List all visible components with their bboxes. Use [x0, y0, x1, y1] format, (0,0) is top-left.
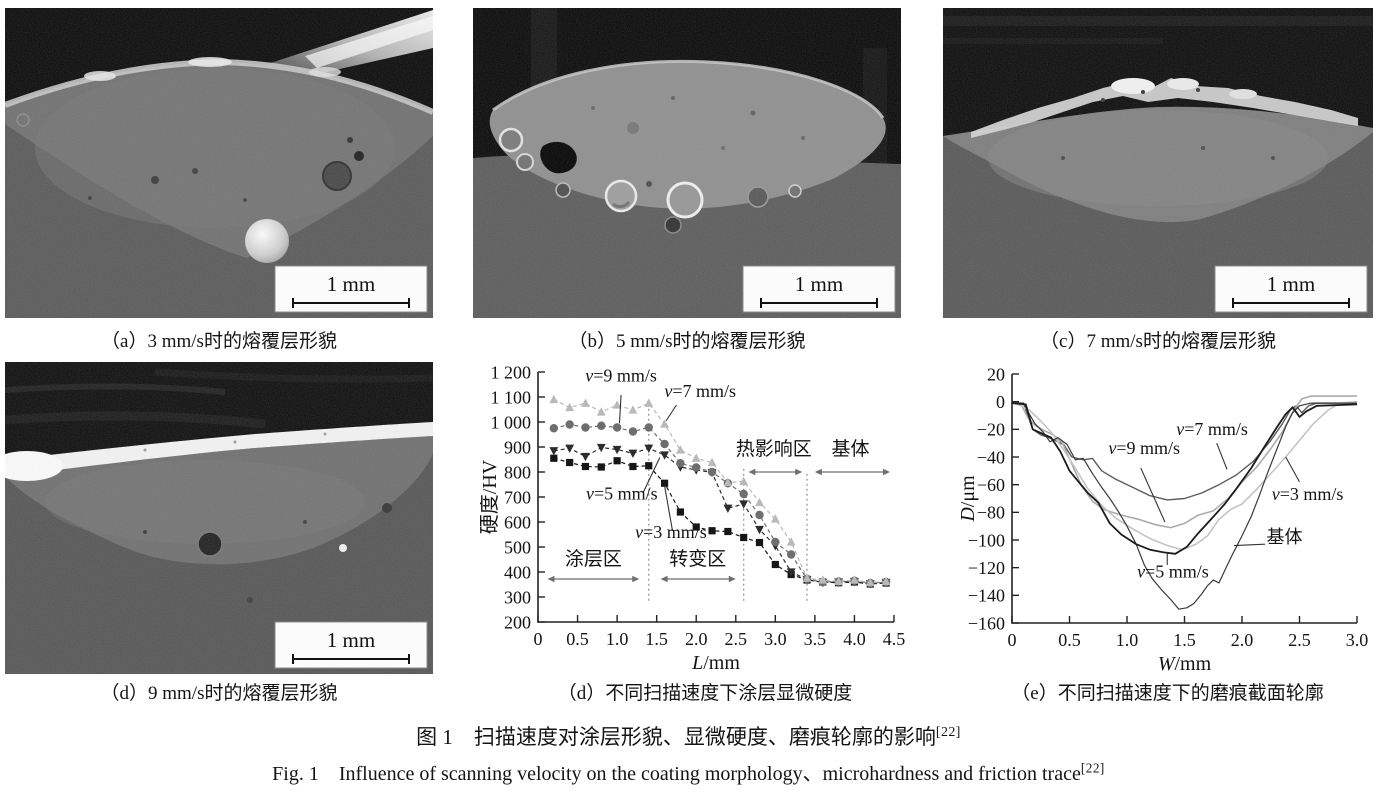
sem-panel-d: 1 mm: [5, 362, 433, 674]
svg-text:0: 0: [1008, 630, 1017, 650]
svg-text:涂层区: 涂层区: [565, 548, 622, 570]
svg-text:−20: −20: [977, 420, 1005, 440]
figure-caption-en: Fig. 1 Influence of scanning velocity on…: [0, 757, 1377, 786]
svg-text:v=5 mm/s: v=5 mm/s: [586, 484, 658, 504]
scale-bar-box: [742, 265, 896, 313]
svg-text:v=9 mm/s: v=9 mm/s: [1108, 438, 1180, 458]
svg-text:1 100: 1 100: [491, 387, 532, 407]
caption-b: （b）5 mm/s时的熔覆层形貌: [568, 331, 806, 352]
svg-text:v=7 mm/s: v=7 mm/s: [1176, 419, 1248, 439]
scale-label: 1 mm: [795, 272, 843, 296]
svg-text:1.5: 1.5: [1173, 630, 1196, 650]
svg-text:4.0: 4.0: [843, 629, 866, 649]
sem-panel-b: 1 mm: [473, 8, 901, 318]
svg-text:0: 0: [534, 629, 543, 649]
scale-bar-box: [1214, 265, 1368, 313]
svg-text:v=5 mm/s: v=5 mm/s: [1137, 561, 1209, 581]
scale-label: 1 mm: [327, 628, 375, 652]
scale-bar: 1 mm: [1214, 265, 1368, 313]
svg-text:2.0: 2.0: [685, 629, 708, 649]
figure-caption-zh-text: 图 1 扫描速度对涂层形貌、显微硬度、磨痕轮廓的影响: [416, 725, 936, 749]
caption-d-sem: （d）9 mm/s时的熔覆层形貌: [100, 683, 338, 704]
scale-bar: 1 mm: [274, 621, 428, 669]
svg-text:2.5: 2.5: [1288, 630, 1311, 650]
scale-label: 1 mm: [327, 272, 375, 296]
svg-text:1.0: 1.0: [606, 629, 629, 649]
sem-image-a: 1 mm: [5, 8, 433, 318]
figure-caption-zh: 图 1 扫描速度对涂层形貌、显微硬度、磨痕轮廓的影响[22]: [0, 721, 1377, 751]
svg-text:3.5: 3.5: [804, 629, 827, 649]
svg-text:3.0: 3.0: [764, 629, 787, 649]
caption-a: （a）3 mm/s时的熔覆层形貌: [101, 331, 337, 352]
svg-text:300: 300: [504, 587, 531, 607]
svg-text:200: 200: [504, 612, 531, 632]
svg-text:3.0: 3.0: [1346, 630, 1369, 650]
svg-text:700: 700: [504, 487, 531, 507]
svg-text:0.5: 0.5: [1058, 630, 1081, 650]
caption-e-chart: （e）不同扫描速度下的磨痕截面轮廓: [1011, 683, 1324, 704]
svg-text:−40: −40: [977, 447, 1005, 467]
svg-text:1 000: 1 000: [491, 412, 532, 432]
wear-profile-chart-svg: v=7 mm/sv=9 mm/s v=3 mm/s v=5 mm/s 基体 20 0 −20…: [958, 364, 1369, 674]
svg-text:硬度/HV: 硬度/HV: [480, 459, 501, 534]
svg-text:600: 600: [504, 512, 531, 532]
figure-caption-en-text: Fig. 1 Influence of scanning velocity on…: [272, 763, 1081, 785]
scale-label: 1 mm: [1267, 272, 1315, 296]
svg-text:−160: −160: [968, 613, 1005, 633]
svg-text:500: 500: [504, 537, 531, 557]
microhardness-chart: 涂层区 转变区 热影响区 基体 v=9 mm/s v=7 mm/s v=5 mm/s v=3 …: [480, 362, 930, 674]
svg-text:D/μm: D/μm: [958, 475, 979, 523]
svg-text:0.5: 0.5: [566, 629, 589, 649]
svg-text:−140: −140: [968, 586, 1005, 606]
sem-image-c: 1 mm: [943, 8, 1373, 318]
scale-bar-box: [274, 621, 428, 669]
wear-profile-chart: v=7 mm/s v=9 mm/s v=3 mm/s v=5 mm/s 基体 20 0 −20…: [958, 362, 1377, 674]
svg-text:−80: −80: [977, 503, 1005, 523]
svg-text:−100: −100: [968, 530, 1005, 550]
svg-text:2.0: 2.0: [1231, 630, 1254, 650]
svg-text:v=9 mm/s: v=9 mm/s: [585, 365, 657, 385]
microhardness-chart-svg: 涂层区 转变区 热影响区 基体 v=9 mm/s v=7 mm/s v=5 mm/s v=3 …: [480, 362, 906, 674]
caption-d-chart: （d）不同扫描速度下涂层显微硬度: [557, 683, 853, 704]
svg-text:v=7 mm/s: v=7 mm/s: [664, 381, 736, 401]
scale-bar: 1 mm: [742, 265, 896, 313]
svg-text:L/mm: L/mm: [691, 652, 740, 674]
svg-text:2.5: 2.5: [725, 629, 748, 649]
svg-text:基体: 基体: [831, 438, 869, 460]
svg-text:v=3 mm/s: v=3 mm/s: [635, 522, 707, 542]
svg-text:1.0: 1.0: [1116, 630, 1139, 650]
svg-text:0: 0: [996, 392, 1005, 412]
svg-text:−60: −60: [977, 475, 1005, 495]
figure-caption-en-ref: [22]: [1080, 760, 1105, 776]
svg-text:W/mm: W/mm: [1158, 653, 1212, 674]
sem-image-d: 1 mm: [5, 362, 433, 674]
svg-text:1.5: 1.5: [645, 629, 668, 649]
svg-text:400: 400: [504, 562, 531, 582]
svg-text:转变区: 转变区: [669, 548, 726, 570]
svg-text:800: 800: [504, 462, 531, 482]
scale-bar-box: [274, 265, 428, 313]
svg-text:基体: 基体: [1267, 527, 1303, 547]
sem-panel-a: 1 mm: [5, 8, 433, 318]
sem-image-b: 1 mm: [473, 8, 901, 318]
svg-text:热影响区: 热影响区: [736, 438, 812, 460]
figure-caption-zh-ref: [22]: [935, 724, 961, 739]
svg-text:v=3 mm/s: v=3 mm/s: [1272, 484, 1344, 504]
scale-bar: 1 mm: [274, 265, 428, 313]
caption-c: （c）7 mm/s时的熔覆层形貌: [1040, 331, 1276, 352]
svg-text:20: 20: [987, 364, 1005, 384]
svg-text:1 200: 1 200: [491, 362, 532, 382]
svg-text:−120: −120: [968, 558, 1005, 578]
svg-text:4.5: 4.5: [883, 629, 906, 649]
svg-text:900: 900: [504, 437, 531, 457]
sem-panel-c: 1 mm: [943, 8, 1373, 318]
